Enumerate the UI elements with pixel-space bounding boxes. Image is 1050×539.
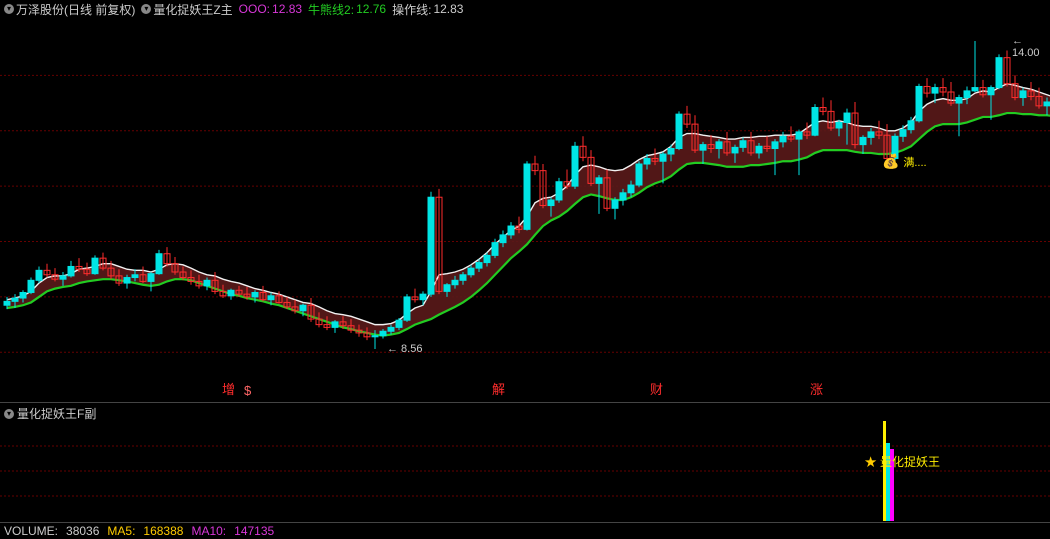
footer-metric: 38036 [66, 524, 99, 538]
collapse-icon[interactable]: ▾ [4, 409, 14, 419]
volume-footer: VOLUME: 38036 MA5: 168388 MA10: 147135 [0, 522, 1050, 539]
stock-title: 万泽股份(日线 前复权) [16, 1, 135, 18]
main-chart[interactable]: ▾ 万泽股份(日线 前复权) ▾ 量化捉妖王Z主 OOO: 12.83 牛熊线2… [0, 0, 1050, 402]
x-axis-mark: $ [244, 383, 251, 398]
footer-metric: MA10: [191, 524, 226, 538]
x-axis-mark: 增 [222, 379, 235, 398]
indicator-name: 量化捉妖王Z主 [153, 1, 232, 18]
money-bag-marker: 💰 满.... [882, 153, 927, 170]
sub-chart[interactable]: ▾ 量化捉妖王F副 ★ 量化捉妖王 [0, 402, 1050, 522]
main-header: ▾ 万泽股份(日线 前复权) ▾ 量化捉妖王Z主 OOO: 12.83 牛熊线2… [0, 0, 463, 18]
sub-title: 量化捉妖王F副 [17, 405, 96, 422]
x-axis-mark: 涨 [810, 379, 823, 398]
candlestick-canvas[interactable] [0, 0, 1050, 402]
x-axis-mark: 解 [492, 379, 505, 398]
metric-ooo: OOO: 12.83 [239, 2, 302, 16]
footer-metric: 147135 [234, 524, 274, 538]
footer-metric: MA5: [107, 524, 135, 538]
price-high-label: ← 14.00 [1012, 35, 1050, 59]
price-low-label: ← 8.56 [387, 343, 422, 355]
collapse-icon[interactable]: ▾ [4, 4, 14, 14]
x-axis-mark: 财 [650, 379, 663, 398]
footer-metric: VOLUME: [4, 524, 58, 538]
metric-opline: 操作线: 12.83 [392, 1, 463, 18]
money-bag-icon: 💰 [882, 153, 899, 169]
footer-metric: 168388 [143, 524, 183, 538]
metric-bullbear: 牛熊线2: 12.76 [308, 1, 386, 18]
collapse-icon[interactable]: ▾ [141, 4, 151, 14]
star-icon: ★ [865, 455, 877, 469]
sub-header: ▾ 量化捉妖王F副 [4, 405, 96, 422]
sub-legend-text: 量化捉妖王 [880, 455, 940, 469]
money-bag-label: 满.... [903, 157, 926, 169]
sub-legend: ★ 量化捉妖王 [865, 453, 940, 470]
